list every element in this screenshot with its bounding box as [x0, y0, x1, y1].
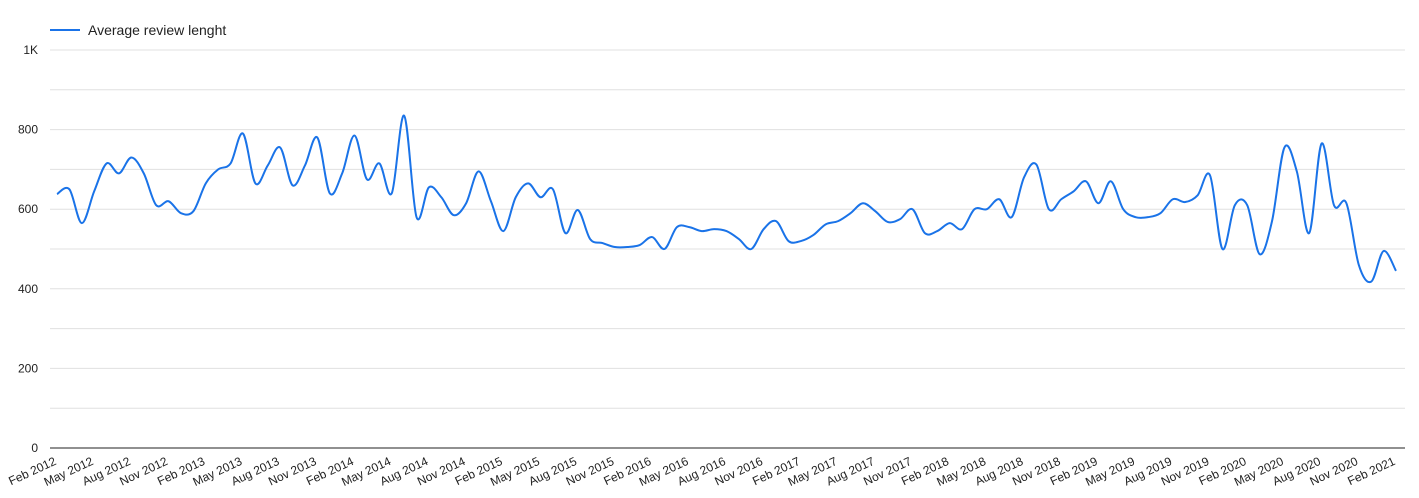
- y-tick-label: 1K: [23, 43, 38, 57]
- y-tick-label: 600: [18, 202, 38, 216]
- data-line: [56, 114, 1397, 284]
- y-tick-label: 800: [18, 123, 38, 137]
- y-tick-label: 0: [31, 441, 38, 455]
- y-tick-label: 200: [18, 361, 38, 375]
- y-tick-label: 400: [18, 282, 38, 296]
- legend-text: Average review lenght: [88, 22, 226, 38]
